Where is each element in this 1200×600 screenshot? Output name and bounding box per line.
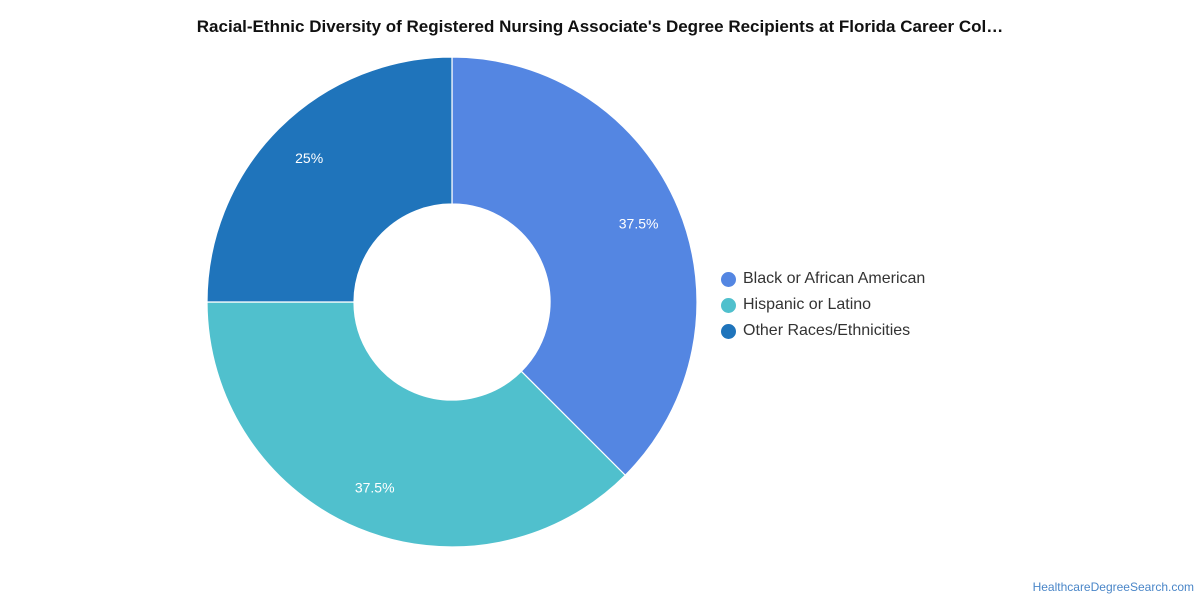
legend-swatch: [721, 323, 736, 339]
slice-label-black-or-african-american: 37.5%: [619, 215, 659, 231]
slice-hispanic-or-latino[interactable]: [206, 301, 627, 548]
legend-swatch: [721, 271, 736, 287]
legend-label: Hispanic or Latino: [743, 296, 872, 313]
legend-item-other-races-ethnicities[interactable]: Other Races/Ethnicities: [721, 318, 925, 344]
chart-title: Racial-Ethnic Diversity of Registered Nu…: [196, 17, 1004, 36]
legend-item-black-or-african-american[interactable]: Black or African American: [721, 266, 925, 292]
legend: Black or African American Hispanic or Lat…: [721, 266, 925, 344]
slice-black-or-african-american[interactable]: [451, 56, 698, 477]
legend-label: Black or African American: [743, 270, 926, 287]
slice-label-other-races-ethnicities: 25%: [295, 150, 323, 166]
slice-label-hispanic-or-latino: 37.5%: [355, 479, 395, 495]
legend-item-hispanic-or-latino[interactable]: Hispanic or Latino: [721, 292, 925, 318]
legend-label: Other Races/Ethnicities: [743, 322, 911, 339]
source-link[interactable]: HealthcareDegreeSearch.com: [1032, 580, 1194, 594]
legend-swatch: [721, 297, 736, 313]
slice-other-races-ethnicities[interactable]: [206, 56, 453, 303]
